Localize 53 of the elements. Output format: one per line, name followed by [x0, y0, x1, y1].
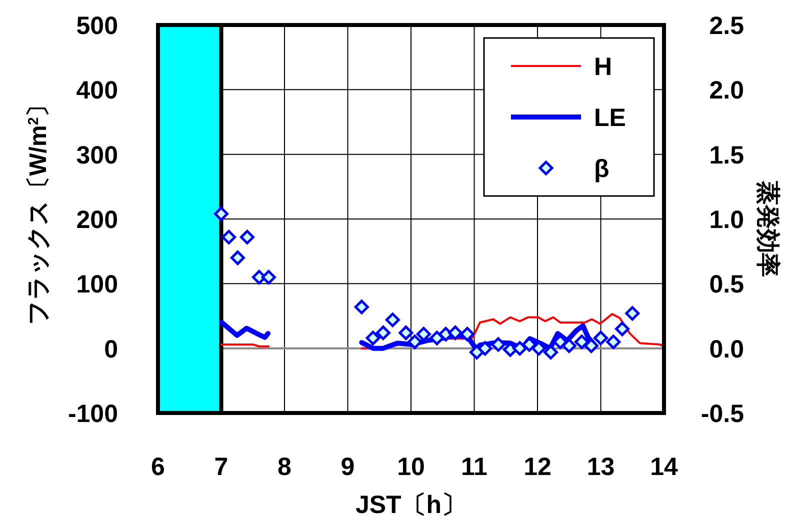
point	[512, 341, 528, 356]
y-tick-label: 400	[76, 76, 118, 105]
point	[562, 338, 576, 353]
y2-tick-label: 2.0	[709, 76, 744, 105]
y-tick-label: 500	[76, 12, 118, 40]
point	[376, 326, 390, 340]
x-tick-label: 6	[151, 453, 165, 481]
x-tick-label: 8	[278, 453, 292, 481]
point	[398, 326, 414, 340]
x-tick-label: 9	[340, 453, 355, 481]
y2-axis-title: 蒸発効率	[754, 180, 781, 277]
y2-tick-label: 1.5	[709, 141, 744, 170]
point	[261, 270, 276, 284]
point	[584, 338, 599, 353]
x-tick-label: 7	[214, 453, 228, 481]
x-tick-label: 12	[524, 453, 552, 481]
point	[430, 330, 444, 346]
x-axis-title: JST〔h〕	[355, 491, 467, 519]
point	[448, 326, 463, 340]
point	[366, 330, 380, 346]
point	[408, 334, 422, 350]
y2-tick-label: 2.5	[709, 12, 744, 40]
y-tick-label: 100	[76, 270, 118, 299]
legend-label: LE	[594, 104, 626, 132]
y2-tick-label: 0.5	[709, 270, 744, 299]
x-tick-label: 10	[397, 453, 425, 481]
y2-tick-label: 0.0	[709, 335, 744, 364]
point	[222, 230, 236, 244]
point	[625, 306, 640, 321]
point	[385, 312, 400, 328]
point	[354, 300, 369, 314]
point	[615, 322, 630, 336]
y-tick-label: -100	[68, 400, 118, 428]
legend-label: H	[594, 53, 612, 81]
point	[214, 206, 228, 222]
y2-tick-label: -0.5	[700, 400, 744, 428]
point	[478, 341, 492, 356]
point	[240, 230, 254, 244]
y-tick-label: 300	[76, 141, 118, 170]
point	[460, 326, 475, 342]
x-tick-label: 13	[586, 453, 615, 481]
y-tick-label: 200	[76, 206, 118, 234]
point	[574, 334, 590, 350]
point	[230, 250, 245, 266]
y2-tick-label: 1.0	[709, 206, 744, 234]
point	[594, 330, 608, 346]
point	[606, 334, 621, 350]
point	[491, 337, 506, 352]
x-tick-label: 11	[461, 453, 488, 481]
y-tick-label: 0	[104, 335, 118, 364]
x-tick-label: 14	[650, 453, 678, 481]
legend-label: β	[594, 155, 610, 183]
point	[416, 326, 431, 342]
